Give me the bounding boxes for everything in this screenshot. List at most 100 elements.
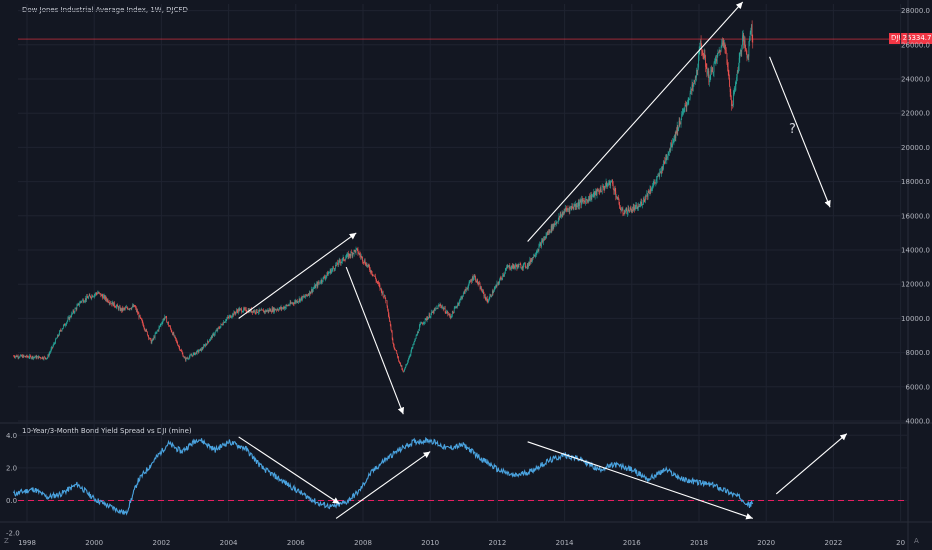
candle-body	[168, 322, 169, 326]
candle-body	[96, 293, 98, 295]
candle-body	[152, 338, 154, 340]
trend-arrow[interactable]	[238, 232, 357, 319]
candle-body	[650, 188, 652, 191]
candle-body	[142, 321, 144, 325]
candle-body	[403, 371, 405, 373]
candle-body	[735, 83, 737, 86]
candle-body	[143, 324, 144, 327]
candle-body	[334, 265, 336, 270]
candle-body	[513, 266, 515, 268]
candle-body	[627, 208, 629, 213]
candle-body	[709, 74, 711, 82]
candle-body	[620, 209, 622, 211]
candle-body	[35, 355, 37, 359]
candle-body	[278, 308, 280, 311]
trend-arrow[interactable]	[527, 441, 753, 520]
candle-body	[552, 224, 553, 231]
corner-right-label[interactable]: A	[914, 537, 919, 545]
candle-body	[489, 296, 491, 299]
candle-body	[143, 326, 145, 329]
candle-body	[333, 268, 335, 270]
candle-body	[428, 314, 430, 318]
candle-body	[136, 310, 138, 312]
candle-body	[418, 330, 420, 333]
candle-body	[254, 310, 255, 312]
candle-body	[275, 309, 277, 311]
candle-body	[661, 166, 663, 171]
candle-body	[229, 316, 230, 318]
candle-body	[739, 53, 741, 58]
candle-body	[98, 292, 100, 294]
corner-left-label[interactable]: Z	[4, 537, 9, 545]
candle-body	[218, 327, 220, 329]
last-price-tag[interactable]: DJI 26334.7	[889, 33, 932, 44]
candle-body	[153, 336, 155, 339]
candle-body	[605, 182, 607, 186]
candle-body	[166, 317, 168, 323]
candle-body	[495, 285, 497, 287]
candle-body	[547, 231, 549, 235]
candle-body	[682, 112, 684, 113]
candle-body	[256, 309, 257, 313]
candle-body	[62, 325, 64, 328]
candle-body	[586, 199, 588, 201]
candle-body	[577, 205, 579, 207]
candle-body	[299, 298, 301, 302]
candle-body	[579, 202, 580, 207]
candle-body	[493, 291, 495, 294]
candle-body	[395, 349, 396, 351]
candle-body	[431, 311, 433, 313]
trend-arrow[interactable]	[769, 56, 831, 208]
candle-body	[383, 296, 385, 298]
trend-arrow[interactable]	[345, 266, 405, 415]
candle-body	[670, 142, 672, 150]
candle-body	[20, 354, 22, 357]
candle-body	[613, 188, 615, 192]
candle-body	[679, 120, 681, 124]
candle-body	[203, 345, 205, 346]
candle-body	[31, 357, 33, 359]
candle-body	[482, 290, 484, 293]
candle-body	[132, 305, 134, 307]
candle-body	[347, 253, 348, 255]
candle-body	[297, 301, 299, 303]
candle-body	[126, 307, 128, 309]
candle-body	[222, 324, 224, 326]
candle-body	[154, 336, 155, 338]
candle-body	[539, 243, 541, 245]
candle-body	[99, 292, 100, 294]
trend-arrow[interactable]	[527, 1, 744, 242]
candle-body	[453, 312, 454, 313]
candle-body	[441, 306, 443, 308]
candle-body	[282, 308, 283, 309]
candle-body	[119, 306, 120, 308]
candle-body	[382, 292, 384, 297]
candle-body	[504, 273, 505, 275]
candle-body	[685, 105, 687, 107]
candle-body	[342, 258, 343, 261]
spread-series	[13, 436, 908, 516]
candle-body	[238, 308, 240, 311]
candle-body	[95, 292, 97, 294]
candle-body	[290, 302, 292, 304]
candle-body	[351, 252, 352, 253]
trend-arrow[interactable]	[775, 433, 848, 495]
candle-body	[439, 304, 441, 306]
candle-body	[734, 85, 736, 87]
candle-body	[187, 358, 188, 359]
candle-body	[321, 279, 323, 282]
candle-body	[227, 317, 229, 318]
candle-body	[106, 299, 107, 301]
candle-body	[544, 236, 546, 238]
trend-arrow[interactable]	[335, 451, 431, 519]
candle-body	[208, 341, 210, 342]
candle-body	[483, 292, 485, 297]
candle-body	[442, 306, 444, 310]
candle-body	[28, 357, 30, 358]
candle-body	[357, 249, 359, 254]
candle-body	[137, 310, 138, 314]
candle-body	[159, 325, 161, 326]
candle-body	[418, 326, 420, 331]
trend-arrow[interactable]	[238, 436, 340, 505]
candle-body	[73, 310, 75, 313]
